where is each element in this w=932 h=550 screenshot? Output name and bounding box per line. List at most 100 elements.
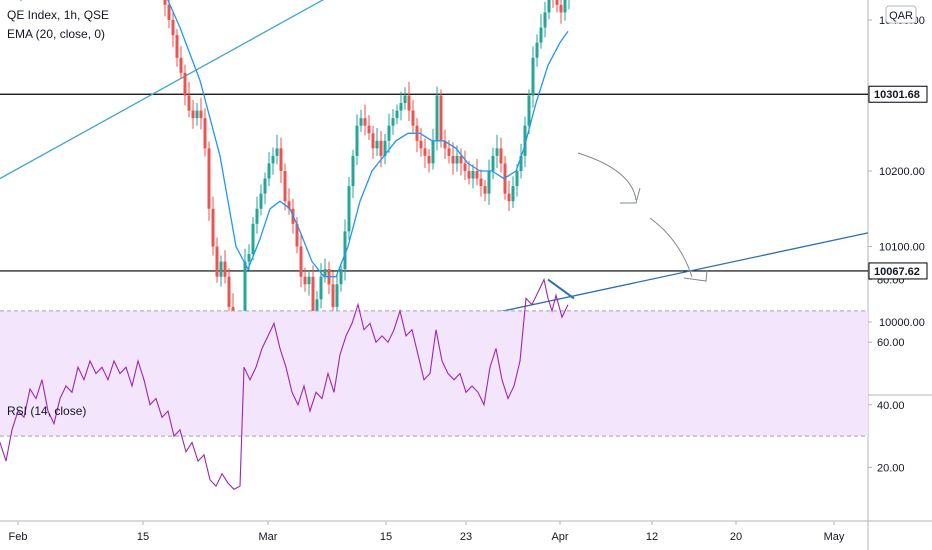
price-level-label: 10067.62 <box>874 266 920 278</box>
candle-body <box>199 110 203 119</box>
time-tick-label: 23 <box>460 531 472 543</box>
candle-body <box>263 178 267 194</box>
candle-body <box>275 148 279 156</box>
candle-body <box>211 208 215 247</box>
candle-body <box>303 276 307 285</box>
time-tick-label: 15 <box>137 531 149 543</box>
candle-body <box>203 118 207 149</box>
price-level-tag <box>868 85 928 103</box>
candle-body <box>467 171 471 179</box>
rsi-tick-label: 40.00 <box>877 400 905 412</box>
rsi-tick-label: 60.00 <box>877 337 905 349</box>
rsi-trendline[interactable] <box>547 278 575 300</box>
horizontal-levels <box>0 93 868 358</box>
time-tick-label: 12 <box>646 531 658 543</box>
candle-body <box>423 148 427 156</box>
candle-body <box>403 95 407 104</box>
candle-body <box>359 118 363 126</box>
candle-body <box>287 201 291 209</box>
time-tick-label: May <box>824 531 845 543</box>
candle-body <box>459 155 463 164</box>
candle-body <box>447 148 451 156</box>
arrow-head-2 <box>683 269 708 282</box>
candle-body <box>511 186 515 202</box>
chart-title: QE Index, 1h, QSE <box>7 8 109 22</box>
trendline-upper[interactable] <box>0 0 610 180</box>
candle-body <box>299 246 303 277</box>
candle-body <box>355 125 359 156</box>
candle-body <box>335 284 339 307</box>
candle-body <box>427 155 431 164</box>
rsi-line <box>0 277 569 490</box>
candle-body <box>391 118 395 126</box>
candle-body <box>347 186 351 232</box>
candle-body <box>407 95 411 111</box>
candle-body <box>175 35 179 58</box>
candle-body <box>395 110 399 119</box>
candle-body <box>539 27 543 43</box>
candle-body <box>367 125 371 134</box>
candle-body <box>295 223 299 247</box>
arrow-curve-1 <box>577 152 637 201</box>
candle-body <box>471 171 475 179</box>
candle-body <box>479 178 483 187</box>
price-tick-label: 10000.00 <box>879 317 925 329</box>
candle-body <box>419 140 423 149</box>
time-tick-label: 20 <box>730 531 742 543</box>
candle-body <box>475 171 479 179</box>
candle-body <box>495 148 499 156</box>
candle-body <box>491 155 495 171</box>
candle-body <box>267 163 271 179</box>
price-tick-label: 10200.00 <box>879 166 925 178</box>
candle-body <box>371 133 375 149</box>
candle-body <box>163 0 167 5</box>
candle-body <box>271 155 275 164</box>
rsi-band <box>0 310 868 437</box>
annotation-arrows <box>372 152 708 388</box>
candle-body <box>523 125 527 156</box>
ema-legend: EMA (20, close, 0) <box>7 27 105 41</box>
candle-body <box>207 148 211 209</box>
candle-body <box>283 171 287 202</box>
currency-badge[interactable]: QAR <box>885 5 917 24</box>
candle-body <box>555 0 559 5</box>
candle-body <box>323 269 327 277</box>
candle-body <box>531 57 535 96</box>
candle-body <box>411 110 415 126</box>
candle-body <box>171 20 175 36</box>
candle-body <box>379 140 383 156</box>
arrow-head-1 <box>620 187 641 204</box>
candle-body <box>375 140 379 149</box>
rsi-tick-label: 20.00 <box>877 462 905 474</box>
price-level-label: 10301.68 <box>874 89 920 101</box>
candle-body <box>563 0 567 13</box>
candle-body <box>179 57 183 73</box>
candle-body <box>519 155 523 171</box>
candle-body <box>247 254 251 262</box>
candle-body <box>187 95 191 111</box>
candle-body <box>319 276 323 300</box>
candle-body <box>255 208 259 224</box>
candle-body <box>499 148 503 164</box>
price-tick-label: 10100.00 <box>879 242 925 254</box>
candle-body <box>443 140 447 149</box>
candle-body <box>383 140 387 156</box>
candle-body <box>483 186 487 194</box>
rsi-band-fill <box>0 310 868 437</box>
candle-body <box>515 171 519 187</box>
candle-body <box>227 276 231 307</box>
arrow-curve-2 <box>649 217 693 278</box>
time-tick-label: 15 <box>380 531 392 543</box>
candle-body <box>439 95 443 141</box>
candle-body <box>215 246 219 277</box>
price-level-tag <box>868 262 928 280</box>
rsi-series <box>0 277 575 490</box>
candle-body <box>543 12 547 28</box>
rsi-pane[interactable] <box>0 277 868 490</box>
time-axis[interactable]: Feb 15 Mar 15 23 Apr 12 20 May <box>9 521 845 543</box>
ema-line <box>167 0 569 278</box>
candle-body <box>535 42 539 58</box>
